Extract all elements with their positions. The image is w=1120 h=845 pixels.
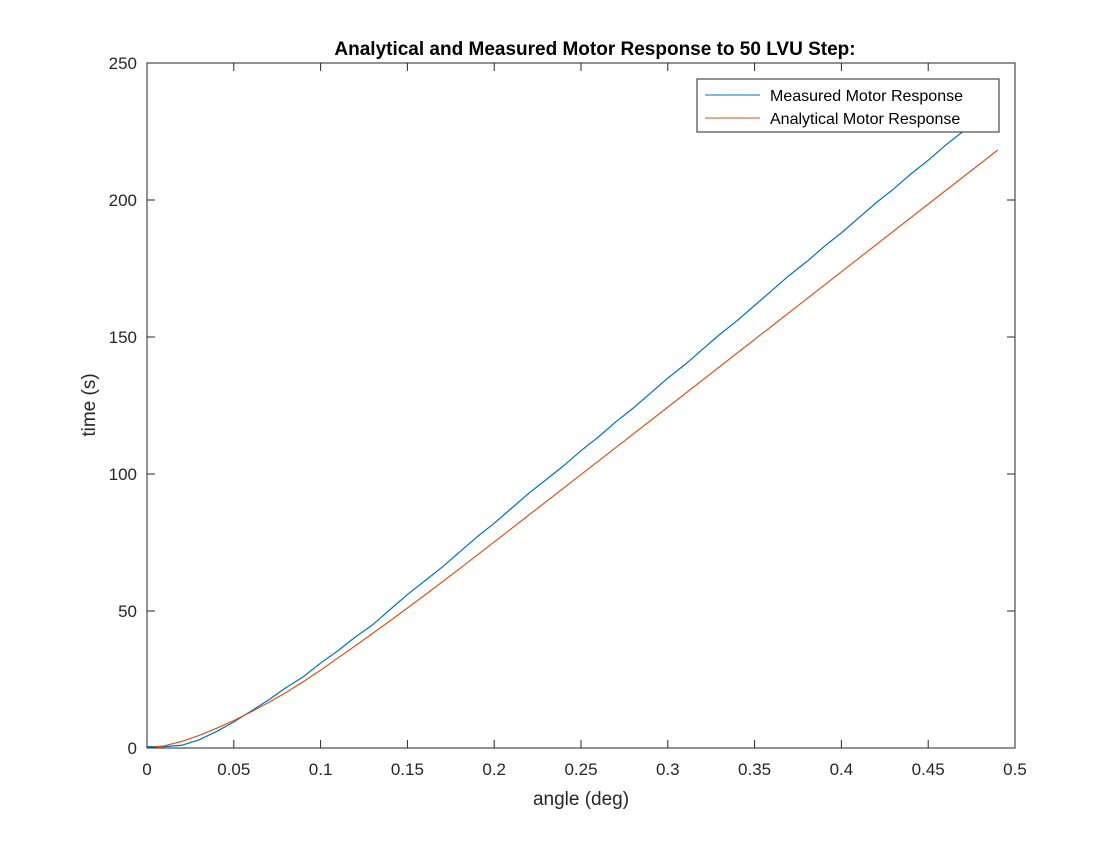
x-tick-label: 0.45: [912, 760, 945, 779]
legend-label-measured: Measured Motor Response: [770, 88, 963, 105]
x-tick-label: 0.25: [564, 760, 597, 779]
series-line-measured: [147, 120, 981, 748]
x-tick-label: 0.15: [391, 760, 424, 779]
y-tick-label: 0: [128, 739, 137, 758]
chart-title: Analytical and Measured Motor Response t…: [334, 39, 855, 60]
x-tick-label: 0.1: [309, 760, 333, 779]
legend: Measured Motor Response Analytical Motor…: [696, 78, 1000, 133]
x-tick-label: 0.3: [656, 760, 680, 779]
x-tick-label: 0.35: [738, 760, 771, 779]
series-line-analytical: [146, 149, 999, 749]
y-axis-label: time (s): [79, 373, 100, 436]
x-tick-label: 0.2: [482, 760, 506, 779]
y-tick-label: 200: [109, 191, 137, 210]
x-tick-label: 0: [142, 760, 151, 779]
y-tick-label: 50: [118, 602, 137, 621]
x-axis-label: angle (deg): [533, 789, 629, 810]
ticks-layer: 0 0.05 0.1 0.15 0.2 0.25 0.3 0.35 0.4 0.45 0.5 0 50 1…: [109, 54, 1027, 779]
y-tick-label: 100: [109, 465, 137, 484]
y-tick-label: 250: [109, 54, 137, 73]
x-tick-label: 0.4: [830, 760, 854, 779]
series-layer: [146, 120, 999, 749]
x-tick-label: 0.5: [1003, 760, 1027, 779]
plot-area: [147, 63, 1015, 748]
y-tick-label: 150: [109, 328, 137, 347]
legend-box: [696, 78, 1000, 133]
legend-label-analytical: Analytical Motor Response: [770, 111, 960, 128]
x-tick-label: 0.05: [217, 760, 250, 779]
